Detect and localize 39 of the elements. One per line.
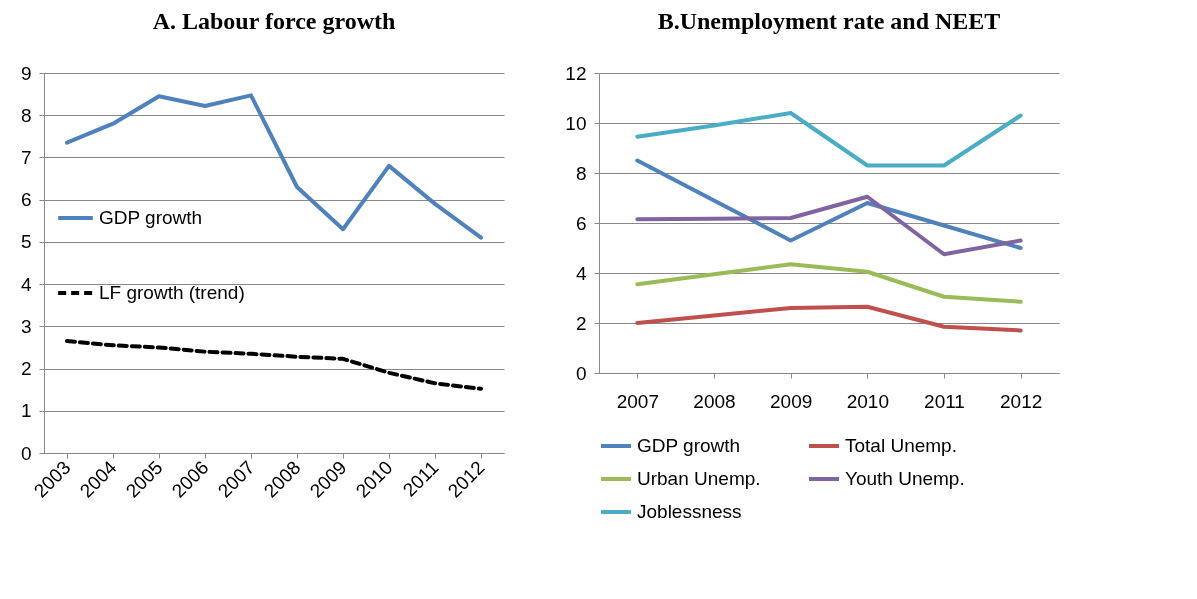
y-tick-label: 10 [565,112,587,134]
legend-label: Total Unemp. [845,435,957,456]
chart-title: A. Labour force growth [152,8,396,34]
line-series [635,262,1023,304]
y-tick-label: 8 [20,104,32,126]
legend-label: LF growth (trend) [99,281,245,303]
x-tick-label: 2007 [616,390,659,412]
x-tick-label: 2008 [693,390,736,412]
y-tick-label: 3 [20,315,32,337]
y-tick-label: 8 [575,162,587,184]
y-tick-label: 2 [575,312,587,334]
y-tick-label: 9 [20,62,32,84]
x-tick-label: 2011 [924,390,965,412]
y-tick-label: 5 [20,231,32,253]
line-series [65,339,483,391]
y-tick-label: 12 [565,62,587,84]
x-tick-label: 2012 [1000,390,1043,412]
y-tick-label: 1 [20,400,32,422]
legend-label: Youth Unemp. [845,468,965,489]
y-tick-label: 6 [575,212,587,234]
y-tick-label: 2 [20,358,32,380]
y-tick-label: 4 [575,262,587,284]
y-tick-label: 4 [20,273,32,295]
line-series [635,194,1023,257]
line-series [65,93,483,240]
line-series [635,304,1023,333]
y-tick-label: 6 [20,189,32,211]
legend-label: GDP growth [637,435,741,456]
legend-label: Joblessness [637,501,742,522]
y-tick-label: 0 [20,442,32,464]
legend-label: GDP growth [99,206,203,228]
line-series [635,158,1023,250]
x-tick-label: 2009 [770,390,813,412]
x-tick-label: 2010 [846,390,889,412]
line-series [635,111,1023,168]
y-tick-label: 0 [575,362,587,384]
chart-title: B.Unemployment rate and NEET [657,8,1001,34]
y-tick-label: 7 [20,146,32,168]
legend-label: Urban Unemp. [637,468,761,489]
